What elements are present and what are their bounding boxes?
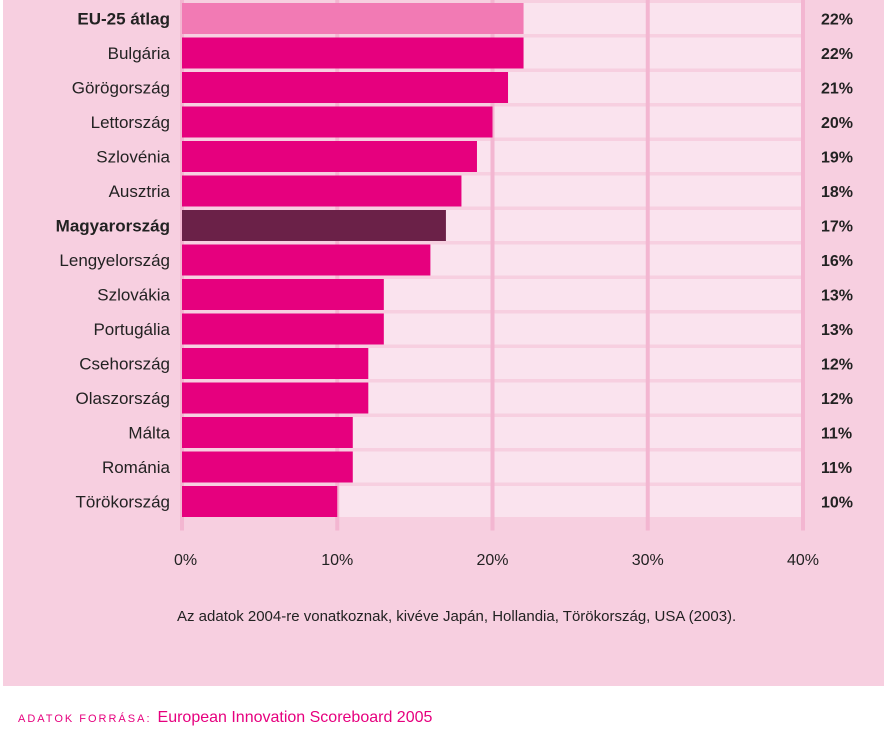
value-label: 11% bbox=[821, 460, 852, 477]
source-text: European Innovation Scoreboard 2005 bbox=[157, 709, 433, 726]
bar bbox=[182, 72, 509, 103]
bar bbox=[182, 486, 338, 517]
x-tick-label: 40% bbox=[787, 552, 819, 569]
source-label: Adatok forrása: bbox=[18, 713, 152, 725]
x-tick-label: 0% bbox=[174, 552, 197, 569]
bar bbox=[182, 382, 369, 414]
category-label: Csehország bbox=[79, 355, 170, 374]
bar bbox=[182, 37, 524, 69]
bar bbox=[182, 175, 462, 207]
value-label: 13% bbox=[821, 322, 853, 339]
chart-panel: EU-25 átlag 22% Bulgária 22% Görögország 21% L… bbox=[3, 0, 884, 686]
value-label: 11% bbox=[821, 426, 852, 443]
category-label: Lettország bbox=[91, 113, 170, 132]
category-label: Románia bbox=[102, 458, 171, 477]
value-label: 22% bbox=[821, 12, 853, 29]
bar-chart: EU-25 átlag 22% Bulgária 22% Görögország 21% L… bbox=[56, 0, 853, 569]
value-label: 12% bbox=[821, 391, 853, 408]
category-label: Szlovákia bbox=[97, 286, 170, 305]
bar bbox=[182, 210, 446, 241]
category-label: Görögország bbox=[72, 79, 170, 98]
category-label: Lengyelország bbox=[59, 251, 170, 270]
category-label: Olaszország bbox=[76, 389, 170, 408]
value-label: 17% bbox=[821, 219, 853, 236]
bar bbox=[182, 451, 353, 483]
bar bbox=[182, 417, 353, 448]
category-label: Bulgária bbox=[108, 44, 171, 63]
value-label: 22% bbox=[821, 46, 853, 63]
value-label: 18% bbox=[821, 184, 853, 201]
value-label: 13% bbox=[821, 288, 853, 305]
x-tick-label: 20% bbox=[476, 552, 508, 569]
value-label: 10% bbox=[821, 495, 853, 512]
bar bbox=[182, 279, 384, 310]
data-source: Adatok forrása: European Innovation Score… bbox=[18, 709, 432, 727]
category-label: Törökország bbox=[76, 493, 170, 512]
value-label: 20% bbox=[821, 115, 853, 132]
x-tick-label: 30% bbox=[632, 552, 664, 569]
bar bbox=[182, 3, 524, 34]
value-label: 21% bbox=[821, 81, 853, 98]
bar bbox=[182, 141, 477, 172]
category-label: Magyarország bbox=[56, 217, 170, 236]
value-label: 19% bbox=[821, 150, 853, 167]
category-label: Portugália bbox=[93, 320, 170, 339]
category-label: Ausztria bbox=[109, 182, 171, 201]
category-label: Szlovénia bbox=[96, 148, 170, 167]
value-label: 16% bbox=[821, 253, 853, 270]
bar bbox=[182, 313, 384, 345]
bar bbox=[182, 348, 369, 379]
value-label: 12% bbox=[821, 357, 853, 374]
x-tick-label: 10% bbox=[321, 552, 353, 569]
category-label: EU-25 átlag bbox=[77, 10, 170, 29]
bar bbox=[182, 106, 493, 138]
bar bbox=[182, 244, 431, 276]
category-label: Málta bbox=[128, 424, 170, 443]
data-note: Az adatok 2004-re vonatkoznak, kivéve Ja… bbox=[177, 608, 737, 625]
